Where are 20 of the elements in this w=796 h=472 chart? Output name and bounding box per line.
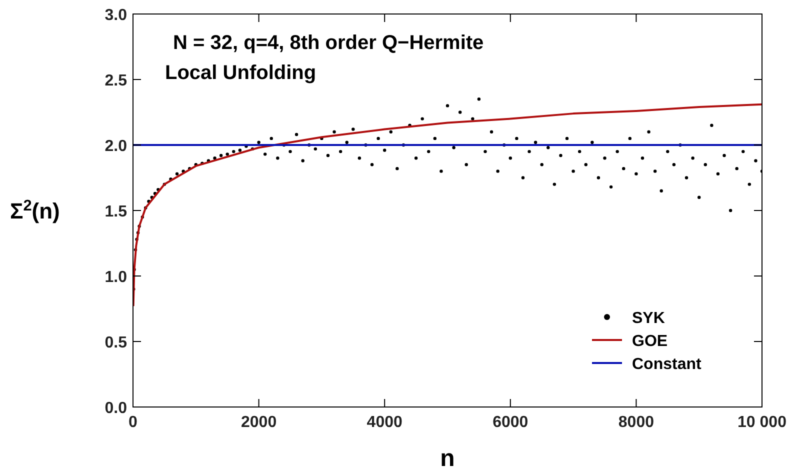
x-tick-label: 2000 [241,414,277,431]
y-tick-label: 3.0 [104,7,128,24]
legend-label: GOE [632,333,668,350]
x-tick-label: 4000 [366,414,402,431]
x-tick-label: 0 [128,414,138,431]
x-tick-label: 8000 [618,414,654,431]
y-tick-label: 1.5 [104,204,128,220]
text: Local Unfolding [165,62,316,84]
y-tick-label: 1.0 [104,269,128,286]
y-axis-title: Σ$^{2}$(n) [10,197,60,224]
y-tick-label: 0.5 [104,334,128,352]
x-axis-title: n [440,445,455,472]
y-tick-label: 2.0 [104,138,128,155]
y-tick-label: 0.0 [104,400,128,417]
y-tick-label: 2.5 [104,72,128,90]
legend-label: SYK [632,310,666,327]
x-tick-label: 10 000 [738,414,787,431]
x-tick-label: 6000 [492,414,528,431]
legend-label: Constant [632,356,702,373]
text: N = 32, q=4, 8th order Q−Hermite [173,32,484,54]
